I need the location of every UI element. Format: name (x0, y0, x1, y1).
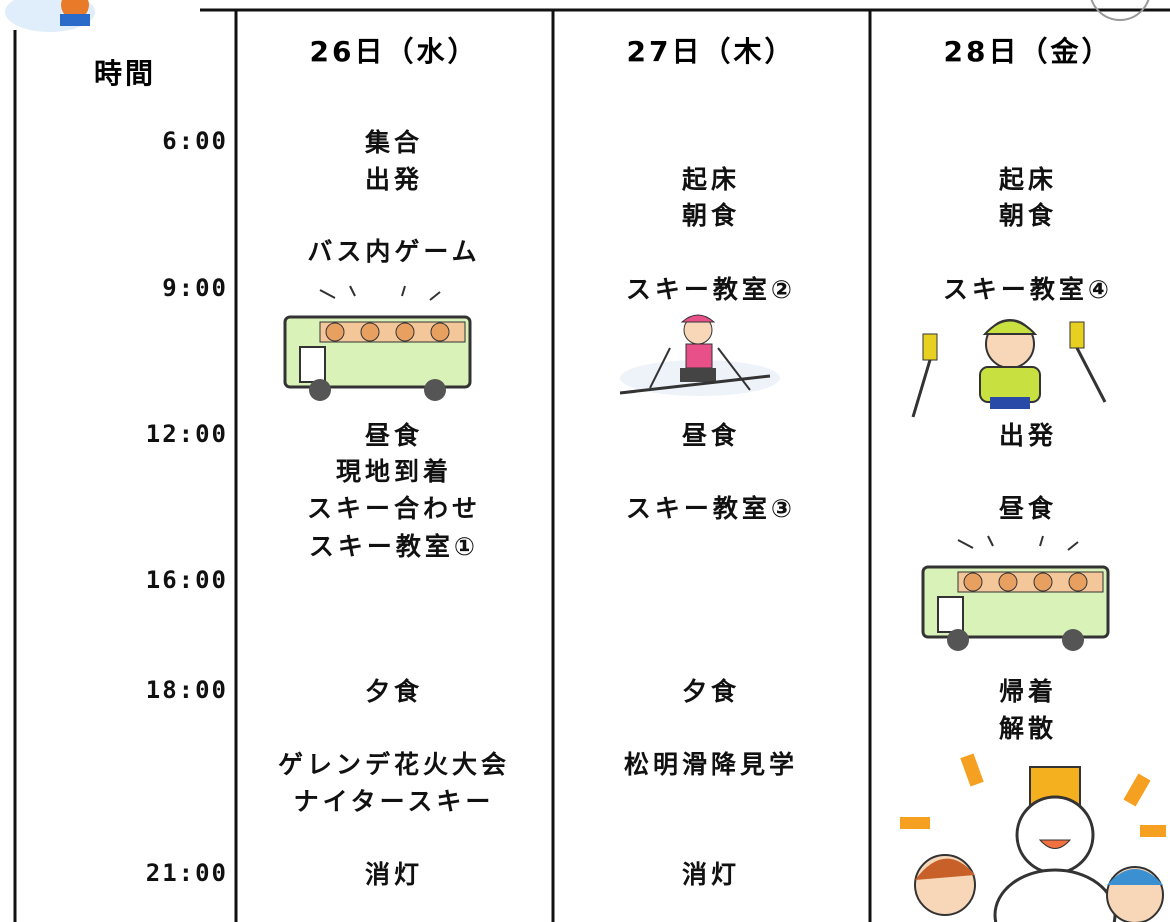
schedule-entry: 朝食 (681, 201, 741, 230)
schedule-entry: ゲレンデ花火大会 (277, 750, 511, 779)
schedule-entry: 集合 (364, 128, 424, 157)
time-label: 21:00 (145, 859, 228, 887)
snowman-illustration (900, 753, 1166, 922)
time-header: 時間 (93, 57, 157, 90)
schedule-entry: 出発 (364, 165, 424, 194)
time-label: 12:00 (145, 420, 228, 448)
schedule-entry: 松明滑降見学 (623, 750, 799, 779)
time-label: 16:00 (145, 566, 228, 594)
schedule-entry: 現地到着 (335, 457, 453, 486)
schedule-entry: スキー教室③ (625, 494, 797, 523)
schedule-entry: バス内ゲーム (307, 237, 481, 266)
time-label: 18:00 (145, 676, 228, 704)
day-header: 26日（水） (309, 35, 479, 68)
day-header: 27日（木） (626, 35, 796, 68)
day-header: 28日（金） (943, 35, 1113, 68)
schedule-entry: 夕食 (681, 677, 741, 706)
schedule-entry: 出発 (998, 421, 1058, 450)
schedule-entry: スキー教室① (308, 532, 480, 561)
bus-illustration (921, 535, 1110, 651)
schedule-entry: 消灯 (681, 860, 741, 889)
schedule-entry: 朝食 (998, 201, 1058, 230)
schedule-entry: 起床 (998, 165, 1058, 194)
schedule-entry: 昼食 (998, 494, 1058, 523)
bus-illustration (283, 285, 472, 401)
time-label: 6:00 (162, 127, 228, 155)
schedule-entry: スキー教室④ (942, 275, 1114, 304)
schedule-entry: スキー合わせ (306, 494, 482, 523)
schedule-entry: スキー教室② (625, 275, 797, 304)
schedule-entry: 起床 (681, 165, 741, 194)
schedule-entry: 夕食 (364, 677, 424, 706)
schedule-entry: 帰着 (998, 677, 1058, 706)
schedule-entry: ナイタースキー (293, 787, 495, 816)
time-label: 9:00 (162, 274, 228, 302)
schedule-entry: 昼食 (681, 421, 741, 450)
schedule-entry: 解散 (998, 714, 1058, 743)
schedule-entry: 昼食 (364, 421, 424, 450)
schedule-entry: 消灯 (364, 860, 424, 889)
skier-illustration (911, 319, 1107, 418)
skier-illustration (619, 314, 780, 396)
